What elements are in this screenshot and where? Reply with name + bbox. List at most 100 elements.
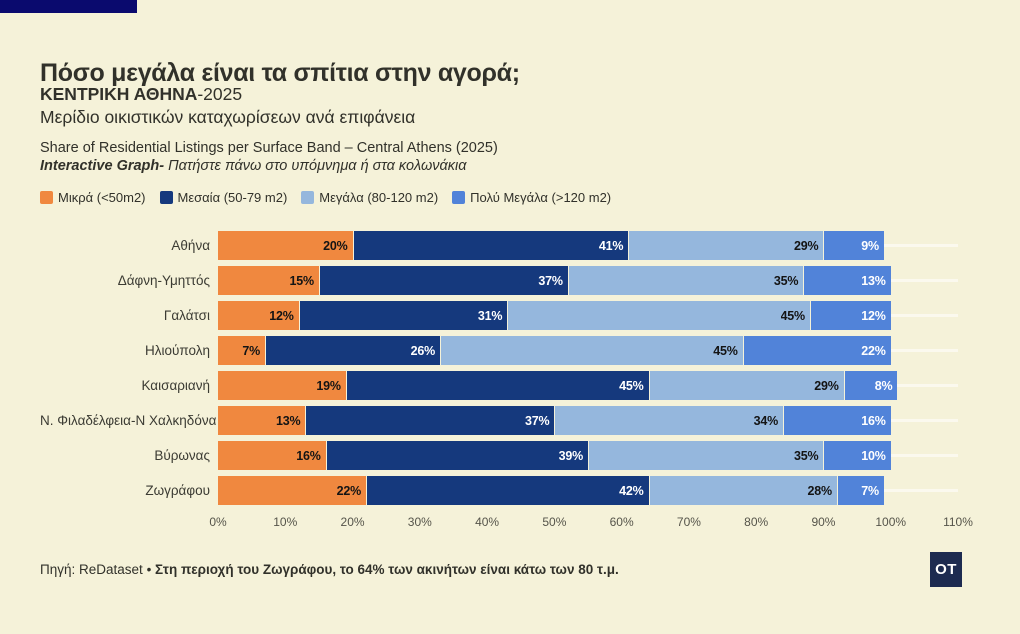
x-axis: 0% 10% 20% 30% 40% 50% 60% 70% 80% 90% 100% 110% <box>209 513 973 533</box>
bar-segment[interactable]: 16% <box>218 441 326 470</box>
bar-row: Γαλάτσι 12% 31% 45% 12% <box>40 298 980 333</box>
segment-value-label: 35% <box>773 273 799 288</box>
segment-value-label: 31% <box>477 308 503 323</box>
x-axis-tick: 80% <box>744 515 769 529</box>
bar-segment[interactable]: 8% <box>843 371 898 400</box>
segment-value-label: 41% <box>598 238 624 253</box>
segment-value-label: 37% <box>524 413 550 428</box>
bar-segment[interactable]: 10% <box>823 441 891 470</box>
segment-value-label: 37% <box>538 273 563 288</box>
segment-value-label: 19% <box>316 378 341 393</box>
bar-segment[interactable]: 35% <box>587 441 824 470</box>
bar-segment[interactable]: 37% <box>318 266 568 295</box>
x-axis-tick: 60% <box>609 515 634 529</box>
bar-segments: 15% 37% 35% 13% <box>218 266 891 295</box>
footer-note: Στη περιοχή του Ζωγράφου, το 64% των ακι… <box>155 562 619 577</box>
row-label: Βύρωνας <box>154 448 210 463</box>
bar-segment[interactable]: 13% <box>218 406 306 435</box>
row-label: Ν. Φιλαδέλφεια-Ν Χαλκηδόνα <box>40 413 217 428</box>
row-label: Ηλιούπολη <box>144 343 210 358</box>
legend-item-1[interactable]: Μεσαία (50-79 m2) <box>159 190 288 205</box>
legend-label: Πολύ Μεγάλα (>120 m2) <box>470 190 612 205</box>
footer: Πηγή: ReDataset • Στη περιοχή του Ζωγράφ… <box>40 562 619 577</box>
bar-segment[interactable]: 29% <box>648 371 844 400</box>
bar-segment[interactable]: 26% <box>265 336 440 365</box>
bar-segment[interactable]: 34% <box>554 406 784 435</box>
bar-segments: 12% 31% 45% 12% <box>218 301 891 330</box>
bar-track: 12% 31% 45% 12% <box>218 301 958 330</box>
bar-segment[interactable]: 37% <box>305 406 555 435</box>
bar-segment[interactable]: 13% <box>803 266 891 295</box>
bar-segment[interactable]: 22% <box>742 336 891 365</box>
brand-top-bar <box>0 0 137 13</box>
bar-segment[interactable]: 42% <box>366 476 649 505</box>
bar-segment[interactable]: 45% <box>345 371 649 400</box>
x-axis-tick: 110% <box>943 515 973 529</box>
bar-segment[interactable]: 31% <box>298 301 508 330</box>
bar-segment[interactable]: 41% <box>352 231 629 260</box>
bar-segment[interactable]: 7% <box>836 476 884 505</box>
footer-separator: • <box>142 562 156 577</box>
legend-label: Μεγάλα (80-120 m2) <box>319 190 439 205</box>
segment-value-label: 10% <box>861 448 886 463</box>
legend-swatch-icon <box>40 191 53 204</box>
bar-segments: 7% 26% 45% 22% <box>218 336 891 365</box>
bar-segment[interactable]: 39% <box>325 441 588 470</box>
bar-segment[interactable]: 15% <box>218 266 319 295</box>
segment-value-label: 34% <box>753 413 779 428</box>
bar-track: 19% 45% 29% 8% <box>218 371 958 400</box>
bar-segment[interactable]: 22% <box>218 476 366 505</box>
bar-segment[interactable]: 19% <box>218 371 346 400</box>
bar-segment[interactable]: 29% <box>628 231 824 260</box>
bar-segment[interactable]: 12% <box>809 301 891 330</box>
legend-item-3[interactable]: Πολύ Μεγάλα (>120 m2) <box>452 190 611 205</box>
x-axis-tick: 40% <box>475 515 500 529</box>
bar-segment[interactable]: 9% <box>823 231 884 260</box>
x-axis-tick: 90% <box>811 515 836 529</box>
segment-value-label: 29% <box>814 378 839 393</box>
page-title: Πόσο μεγάλα είναι τα σπίτια στην αγορά; <box>40 58 520 87</box>
bar-track: 20% 41% 29% 9% <box>218 231 958 260</box>
segment-value-label: 42% <box>619 483 644 498</box>
bar-segments: 20% 41% 29% 9% <box>218 231 884 260</box>
bar-segment[interactable]: 20% <box>218 231 353 260</box>
legend-item-0[interactable]: Μικρά (<50m2) <box>40 190 146 205</box>
segment-value-label: 45% <box>713 343 738 358</box>
chart-legend: Μικρά (<50m2) Μεσαία (50-79 m2) Μεγάλα (80… <box>40 190 611 205</box>
bar-segment[interactable]: 35% <box>567 266 804 295</box>
segment-value-label: 20% <box>323 238 348 253</box>
segment-value-label: 13% <box>276 413 301 428</box>
interactive-hint-bold: Interactive Graph- <box>40 158 165 174</box>
bar-row: Βύρωνας 16% 39% 35% 10% <box>40 438 980 473</box>
segment-value-label: 39% <box>558 448 584 463</box>
bar-segments: 16% 39% 35% 10% <box>218 441 891 470</box>
legend-swatch-icon <box>159 191 173 204</box>
legend-swatch-icon <box>452 191 466 204</box>
bar-segment[interactable]: 12% <box>218 301 299 330</box>
bar-segment[interactable]: 28% <box>648 476 837 505</box>
legend-label: Μεσαία (50-79 m2) <box>177 190 288 205</box>
stacked-bar-chart: Αθήνα 20% 41% 29% 9% Δάφνη-Υμηττός 15% 37% 35% 13… <box>40 228 980 533</box>
bar-segments: 19% 45% 29% 8% <box>218 371 898 400</box>
row-label: Ζωγράφου <box>145 483 210 498</box>
legend-label: Μικρά (<50m2) <box>58 190 146 205</box>
interactive-hint: Interactive Graph- Πατήστε πάνω στο υπόμ… <box>40 158 467 174</box>
segment-value-label: 26% <box>410 343 436 358</box>
subtitle-greek: Μερίδιο οικιστικών καταχωρίσεων ανά επιφ… <box>40 107 416 127</box>
segment-value-label: 8% <box>874 378 893 393</box>
x-axis-tick: 70% <box>676 515 701 529</box>
bar-segment[interactable]: 45% <box>507 301 810 330</box>
segment-value-label: 12% <box>861 308 886 323</box>
bar-segment[interactable]: 16% <box>783 406 891 435</box>
bar-track: 16% 39% 35% 10% <box>218 441 958 470</box>
source-label: Πηγή: ReDataset <box>40 562 143 577</box>
bar-segment[interactable]: 7% <box>218 336 266 365</box>
subtitle-region-year: ΚΕΝΤΡΙΚΗ ΑΘΗΝΑ-2025 <box>40 84 242 105</box>
x-axis-tick: 100% <box>875 515 907 529</box>
legend-item-2[interactable]: Μεγάλα (80-120 m2) <box>301 190 438 205</box>
row-label: Γαλάτσι <box>163 308 210 323</box>
bar-segment[interactable]: 45% <box>439 336 743 365</box>
legend-swatch-icon <box>301 191 315 204</box>
segment-value-label: 45% <box>619 378 644 393</box>
bar-track: 7% 26% 45% 22% <box>218 336 958 365</box>
